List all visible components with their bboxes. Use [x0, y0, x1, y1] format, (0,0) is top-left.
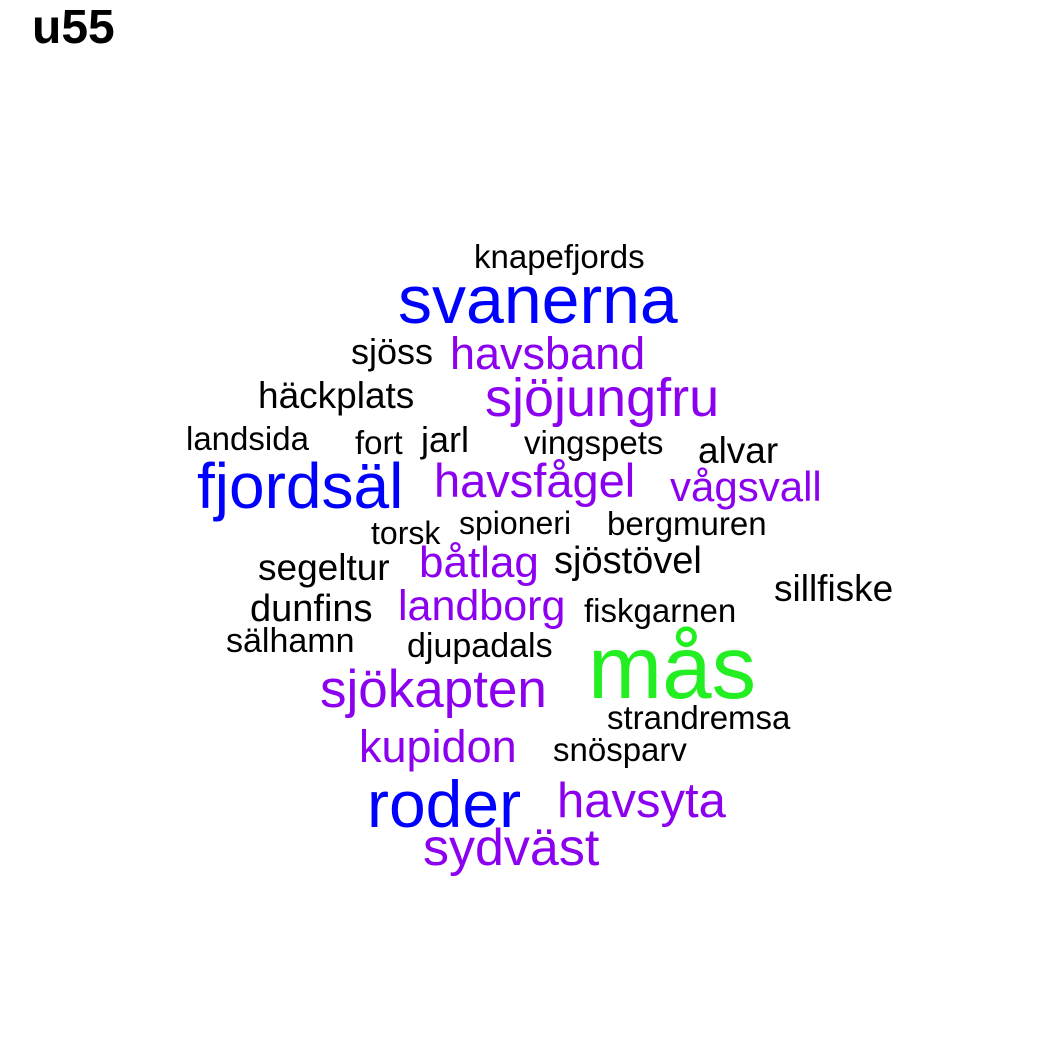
word-landsida: landsida: [186, 420, 309, 457]
word-fiskgarnen: fiskgarnen: [584, 592, 737, 629]
word-spioneri: spioneri: [459, 505, 572, 541]
word-sjokapten: sjökapten: [320, 660, 547, 719]
page-title: u55: [32, 1, 115, 54]
word-snosparv: snösparv: [553, 731, 687, 768]
word-segeltur: segeltur: [258, 547, 390, 588]
word-kupidon: kupidon: [359, 721, 517, 772]
word-sjojungfru: sjöjungfru: [485, 368, 720, 428]
word-havsyta: havsyta: [557, 774, 726, 828]
word-bergmuren: bergmuren: [607, 505, 767, 542]
word-hackplats: häckplats: [258, 375, 415, 416]
word-djupadals: djupadals: [407, 627, 553, 665]
word-sjoss: sjöss: [351, 331, 434, 372]
word-sydvast: sydväst: [423, 819, 600, 877]
word-landborg: landborg: [398, 582, 566, 630]
word-roder: roder: [367, 767, 522, 841]
word-sjostovel: sjöstövel: [554, 540, 702, 582]
word-sillfiske: sillfiske: [774, 568, 894, 609]
word-fort: fort: [355, 424, 403, 461]
word-vingspets: vingspets: [524, 424, 664, 461]
word-dunfins: dunfins: [250, 588, 373, 630]
word-jarl: jarl: [421, 419, 470, 460]
word-fjordsal: fjordsäl: [197, 450, 404, 522]
word-knapefjords: knapefjords: [474, 238, 645, 275]
word-vagsvall: vågsvall: [670, 463, 822, 510]
word-salhamn: sälhamn: [226, 622, 355, 660]
word-svanerna: svanerna: [398, 262, 678, 338]
word-mas: mås: [588, 617, 757, 717]
word-alvar: alvar: [698, 430, 779, 471]
word-havsfagel: havsfågel: [434, 454, 636, 507]
word-havsband: havsband: [450, 328, 646, 379]
word-batlag: båtlag: [419, 538, 539, 587]
word-torsk: torsk: [371, 515, 441, 551]
word-strandremsa: strandremsa: [607, 699, 791, 736]
